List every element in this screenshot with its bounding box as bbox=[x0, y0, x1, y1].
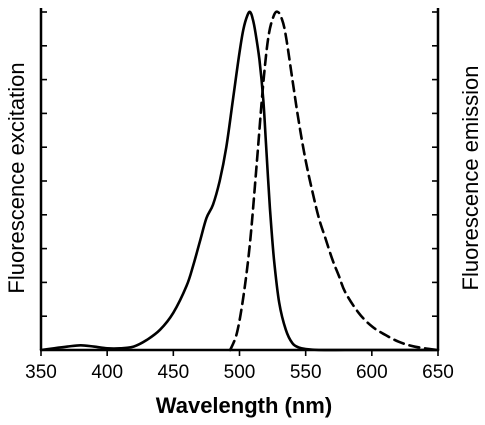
x-axis-title: Wavelength (nm) bbox=[156, 393, 332, 418]
x-tick-label: 350 bbox=[25, 362, 57, 383]
x-tick-label: 500 bbox=[224, 362, 256, 383]
excitation-series-line bbox=[39, 10, 440, 352]
y-axis-title-left: Fluorescence excitation bbox=[4, 62, 29, 293]
y-axis-title-right: Fluorescence emission bbox=[458, 66, 483, 291]
x-tick-label: 450 bbox=[157, 362, 189, 383]
x-tick-label: 650 bbox=[422, 362, 454, 383]
plot-area: 350 400 450 500 550 600 650 bbox=[25, 8, 454, 383]
emission-series-line bbox=[228, 10, 440, 352]
x-tick-label: 550 bbox=[290, 362, 322, 383]
x-tick-label: 600 bbox=[356, 362, 388, 383]
x-tick-label: 400 bbox=[91, 362, 123, 383]
